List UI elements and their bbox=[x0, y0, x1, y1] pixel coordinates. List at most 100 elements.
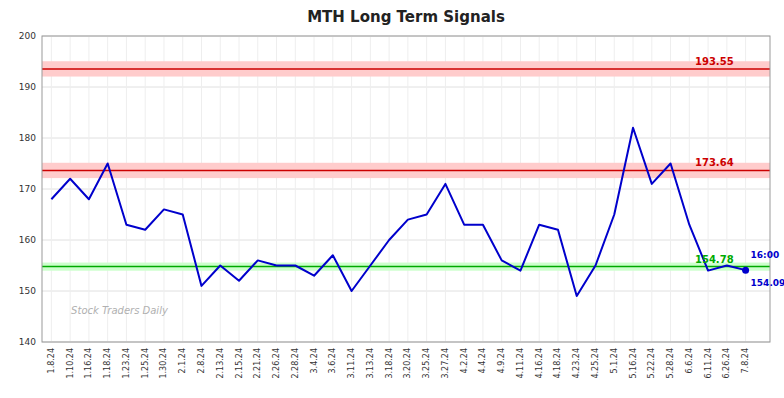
x-tick-label: 3.11.24 bbox=[347, 348, 356, 379]
grid-line bbox=[614, 36, 615, 342]
grid-line bbox=[42, 189, 770, 190]
grid-line bbox=[539, 36, 540, 342]
last-point bbox=[742, 267, 749, 274]
reference-label: 173.64 bbox=[695, 157, 734, 168]
x-tick-label: 2.13.24 bbox=[216, 348, 225, 379]
x-tick-label: 1.23.24 bbox=[122, 348, 131, 379]
grid-line bbox=[464, 36, 465, 342]
x-tick-label: 1.16.24 bbox=[84, 348, 93, 379]
reference-label: 193.55 bbox=[695, 56, 734, 67]
y-tick-label: 140 bbox=[19, 337, 36, 347]
grid-line bbox=[107, 36, 108, 342]
x-tick-label: 2.8.24 bbox=[197, 348, 206, 373]
x-tick-label: 1.10.24 bbox=[66, 348, 75, 379]
y-tick-label: 180 bbox=[19, 133, 36, 143]
grid-line bbox=[42, 138, 770, 139]
title: MTH Long Term Signals bbox=[307, 8, 505, 26]
x-tick-label: 3.18.24 bbox=[385, 348, 394, 379]
x-tick-label: 3.27.24 bbox=[441, 348, 450, 379]
y-tick-label: 160 bbox=[19, 235, 36, 245]
x-tick-label: 5.1.24 bbox=[610, 348, 619, 373]
x-tick-label: 4.9.24 bbox=[497, 348, 506, 373]
y-tick-label: 200 bbox=[19, 31, 36, 41]
x-tick-label: 4.25.24 bbox=[591, 348, 600, 379]
chart: MTH Long Term Signals1401501601701801902… bbox=[0, 0, 784, 398]
plot-frame bbox=[42, 36, 770, 342]
x-tick-label: 6.26.24 bbox=[722, 348, 731, 379]
x-tick-label: 1.25.24 bbox=[141, 348, 150, 379]
grid-line bbox=[633, 36, 634, 342]
grid-line bbox=[426, 36, 427, 342]
grid-line bbox=[70, 36, 71, 342]
x-tick-label: 1.8.24 bbox=[47, 348, 56, 373]
reference-line bbox=[42, 266, 770, 268]
last-value-label: 154.09 bbox=[751, 278, 784, 288]
grid-line bbox=[482, 36, 483, 342]
grid-line bbox=[239, 36, 240, 342]
grid-line bbox=[520, 36, 521, 342]
x-tick-label: 1.30.24 bbox=[159, 348, 168, 379]
grid-line bbox=[745, 36, 746, 342]
grid-line bbox=[276, 36, 277, 342]
reference-line bbox=[42, 170, 770, 172]
grid-line bbox=[689, 36, 690, 342]
x-tick-label: 3.6.24 bbox=[328, 348, 337, 373]
grid-line bbox=[557, 36, 558, 342]
grid-line bbox=[726, 36, 727, 342]
x-tick-label: 2.21.24 bbox=[253, 348, 262, 379]
grid-line bbox=[42, 87, 770, 88]
x-tick-label: 4.18.24 bbox=[553, 348, 562, 379]
grid-line bbox=[182, 36, 183, 342]
reference-band bbox=[42, 61, 770, 76]
x-tick-label: 3.4.24 bbox=[310, 348, 319, 373]
x-tick-label: 5.16.24 bbox=[629, 348, 638, 379]
x-tick-label: 4.16.24 bbox=[535, 348, 544, 379]
grid-line bbox=[708, 36, 709, 342]
grid-line bbox=[389, 36, 390, 342]
x-tick-label: 4.2.24 bbox=[460, 348, 469, 373]
y-tick-label: 150 bbox=[19, 286, 36, 296]
x-tick-label: 2.26.24 bbox=[272, 348, 281, 379]
x-tick-label: 2.15.24 bbox=[235, 348, 244, 379]
x-tick-label: 3.13.24 bbox=[366, 348, 375, 379]
price-line bbox=[51, 128, 745, 296]
plot-area bbox=[42, 61, 770, 296]
grid-line bbox=[595, 36, 596, 342]
grid-line bbox=[163, 36, 164, 342]
x-tick-label: 4.4.24 bbox=[478, 348, 487, 373]
grid-line bbox=[126, 36, 127, 342]
grid-line bbox=[42, 240, 770, 241]
grid-line bbox=[145, 36, 146, 342]
reference-band bbox=[42, 163, 770, 178]
x-tick-label: 2.28.24 bbox=[291, 348, 300, 379]
x-tick-label: 6.6.24 bbox=[685, 348, 694, 373]
grid-line bbox=[314, 36, 315, 342]
x-tick-label: 6.11.24 bbox=[704, 348, 713, 379]
grid-line bbox=[257, 36, 258, 342]
grid-line bbox=[295, 36, 296, 342]
grid-line bbox=[407, 36, 408, 342]
grid-line bbox=[445, 36, 446, 342]
grid-line bbox=[351, 36, 352, 342]
grid-line bbox=[51, 36, 52, 342]
watermark: Stock Traders Daily bbox=[71, 305, 169, 316]
x-tick-label: 5.22.24 bbox=[647, 348, 656, 379]
x-tick-label: 3.20.24 bbox=[403, 348, 412, 379]
grid-line bbox=[201, 36, 202, 342]
grid-line bbox=[370, 36, 371, 342]
grid-line bbox=[501, 36, 502, 342]
grid bbox=[42, 36, 770, 342]
x-tick-label: 4.23.24 bbox=[572, 348, 581, 379]
reference-band bbox=[42, 263, 770, 271]
x-tick-label: 1.18.24 bbox=[103, 348, 112, 379]
grid-line bbox=[42, 291, 770, 292]
x-tick-label: 5.28.24 bbox=[666, 348, 675, 379]
grid-line bbox=[332, 36, 333, 342]
x-tick-label: 3.25.24 bbox=[422, 348, 431, 379]
reference-label: 154.78 bbox=[695, 254, 734, 265]
grid-line bbox=[220, 36, 221, 342]
y-tick-label: 170 bbox=[19, 184, 36, 194]
x-tick-label: 4.11.24 bbox=[516, 348, 525, 379]
reference-line bbox=[42, 68, 770, 70]
grid-line bbox=[651, 36, 652, 342]
